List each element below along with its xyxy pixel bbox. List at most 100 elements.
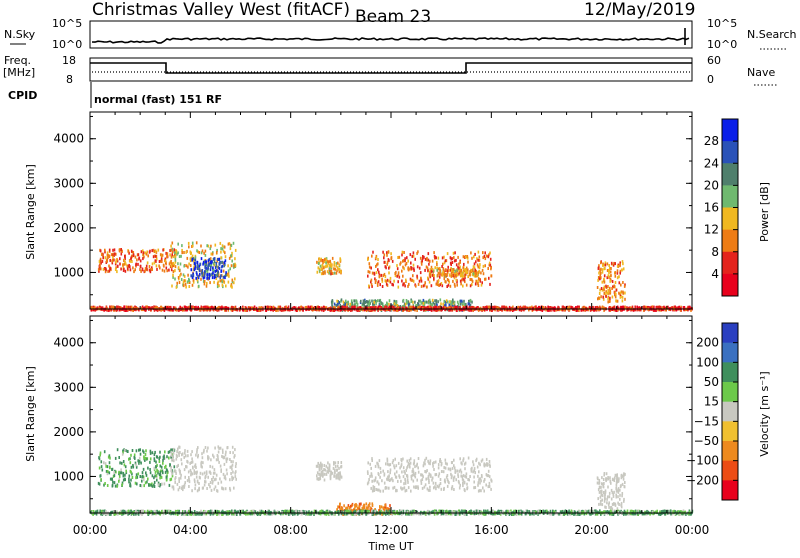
power-cell — [454, 283, 456, 286]
power-cell — [231, 264, 233, 267]
power-cell — [450, 256, 452, 259]
velocity-cell — [319, 476, 321, 479]
power-cell — [109, 249, 111, 252]
velocity-cell — [154, 481, 156, 484]
power-cell — [329, 264, 331, 267]
power-cell — [618, 275, 620, 278]
power-cell — [207, 271, 209, 274]
power-cell — [481, 284, 483, 287]
power-cell — [220, 274, 222, 277]
velocity-cell — [438, 463, 440, 466]
velocity-cell — [232, 471, 234, 474]
power-cell — [217, 273, 219, 276]
velocity-cell — [114, 474, 116, 477]
power-cell — [434, 299, 436, 302]
velocity-cell — [611, 498, 613, 501]
velocity-cell — [622, 483, 624, 486]
power-cell — [189, 285, 191, 288]
velocity-cell — [183, 485, 185, 488]
velocity-cell — [181, 453, 183, 456]
power-cell — [463, 300, 465, 303]
velocity-cell — [370, 467, 372, 470]
power-cell — [462, 285, 464, 288]
velocity-cell — [371, 475, 373, 478]
velocity-cell — [478, 462, 480, 465]
velocity-cell — [446, 463, 448, 466]
velocity-cell — [473, 481, 475, 484]
power-cell — [125, 263, 127, 266]
power-cell — [101, 253, 103, 256]
velocity-cell — [389, 471, 391, 474]
velocity-cell — [111, 468, 113, 471]
velocity-cell — [324, 464, 326, 467]
velocity-cell — [451, 474, 453, 477]
power-cell — [142, 257, 144, 260]
power-cell — [396, 264, 398, 267]
velocity-cell — [621, 494, 623, 497]
power-cell — [132, 266, 134, 269]
power-cell — [471, 301, 473, 304]
velocity-cell — [125, 470, 127, 473]
velocity-cell — [177, 464, 179, 467]
velocity-cell — [479, 478, 481, 481]
velocity-cell — [219, 477, 221, 480]
velocity-cell — [105, 465, 107, 468]
power-cell — [457, 273, 459, 276]
velocity-cell — [486, 458, 488, 461]
power-cell — [355, 299, 357, 302]
power-cell — [159, 260, 161, 263]
power-cell — [127, 265, 129, 268]
power-cell — [325, 261, 327, 264]
velocity-cell — [462, 475, 464, 478]
power-cell — [607, 297, 609, 300]
power-cell — [210, 261, 212, 264]
velocity-cell — [104, 482, 106, 485]
velocity-cell — [198, 488, 200, 491]
power-cell — [228, 243, 230, 246]
power-cell — [214, 274, 216, 277]
power-cell — [212, 266, 214, 269]
power-ylabel: Slant Range [km] — [24, 164, 37, 260]
velocity-cell — [127, 450, 129, 453]
velocity-cell — [618, 489, 620, 492]
power-cell — [231, 260, 233, 263]
velocity-cell — [600, 503, 602, 506]
velocity-cell — [136, 449, 138, 452]
power-cell — [475, 280, 477, 283]
velocity-cell — [209, 465, 211, 468]
power-cell — [336, 272, 338, 275]
velocity-cell — [124, 449, 126, 452]
velocity-cell — [230, 472, 232, 475]
power-cell — [622, 291, 624, 294]
power-cell — [193, 274, 195, 277]
power-cell — [434, 266, 436, 269]
power-cell — [149, 269, 151, 272]
power-cell — [177, 251, 179, 254]
velocity-cell — [192, 466, 194, 469]
velocity-cell — [131, 466, 133, 469]
colorbar-tick-label: 4 — [711, 267, 719, 281]
power-cell — [410, 262, 412, 265]
power-cell — [470, 251, 472, 254]
velocity-cell — [411, 475, 413, 478]
velocity-cell — [612, 503, 614, 506]
velocity-cell — [214, 447, 216, 450]
velocity-cell — [200, 465, 202, 468]
velocity-cell — [599, 491, 601, 494]
power-cell — [401, 253, 403, 256]
velocity-cell — [184, 476, 186, 479]
velocity-cell — [160, 471, 162, 474]
power-cell — [600, 295, 602, 298]
velocity-cell — [163, 457, 165, 460]
velocity-cell — [221, 487, 223, 490]
velocity-cell — [337, 505, 339, 508]
power-cell — [206, 282, 208, 285]
nsearch-label: N.Search — [747, 28, 797, 41]
velocity-cell — [159, 460, 161, 463]
power-cell — [179, 255, 181, 258]
velocity-cell — [128, 458, 130, 461]
velocity-cell — [372, 490, 374, 493]
power-cell — [202, 249, 204, 252]
velocity-cell — [327, 461, 329, 464]
velocity-cell — [192, 461, 194, 464]
